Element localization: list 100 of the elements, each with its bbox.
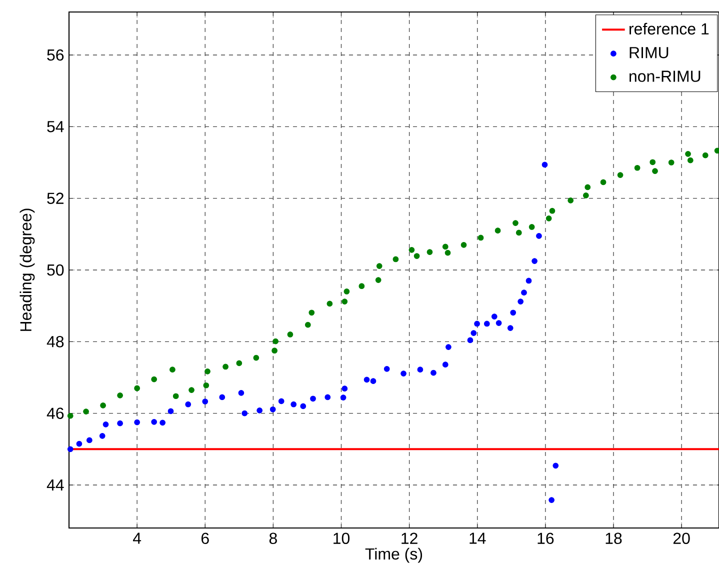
point	[290, 401, 297, 408]
point	[516, 230, 522, 236]
point	[326, 300, 333, 307]
point	[518, 298, 524, 304]
point	[528, 224, 535, 230]
point	[304, 322, 311, 328]
point	[310, 396, 316, 402]
point	[253, 354, 260, 361]
point	[324, 394, 331, 400]
point	[86, 437, 92, 444]
point	[496, 320, 502, 326]
point	[344, 288, 350, 294]
point	[444, 250, 451, 256]
y-axis-title: Heading (degree)	[20, 208, 35, 331]
x-tick-label: 6	[201, 532, 209, 544]
point	[278, 398, 284, 404]
point	[256, 408, 263, 414]
point	[270, 406, 276, 412]
point	[384, 366, 390, 372]
point	[168, 408, 174, 414]
x-axis-title: Time (s)	[365, 548, 422, 563]
point	[532, 258, 538, 264]
point	[507, 325, 514, 331]
point	[99, 432, 106, 439]
point	[236, 360, 242, 366]
point	[617, 172, 624, 178]
point	[582, 192, 589, 198]
point	[100, 402, 106, 408]
point	[238, 390, 244, 396]
x-tick-label: 18	[606, 532, 622, 544]
point	[526, 278, 532, 284]
point	[521, 290, 527, 296]
point	[650, 159, 656, 166]
point	[426, 249, 433, 256]
point	[446, 344, 452, 350]
point	[687, 157, 694, 164]
point	[512, 220, 518, 226]
y-tick-label: 48	[46, 336, 64, 348]
x-tick-label: 16	[538, 532, 554, 544]
point	[400, 370, 406, 376]
point	[470, 330, 477, 336]
point	[510, 310, 516, 316]
point	[340, 394, 346, 400]
point	[634, 164, 640, 171]
point	[204, 368, 210, 374]
point	[478, 234, 484, 241]
point	[185, 401, 192, 408]
x-tick-label: 8	[269, 532, 277, 544]
point	[151, 418, 158, 425]
point	[134, 385, 140, 392]
y-tick-label: 44	[46, 479, 64, 490]
point	[67, 412, 74, 419]
point	[430, 370, 436, 376]
point	[188, 387, 194, 393]
point	[702, 152, 708, 158]
point	[376, 263, 382, 269]
point	[134, 419, 140, 426]
y-tick-label: 50	[47, 264, 64, 276]
point	[668, 160, 674, 166]
point	[375, 277, 382, 283]
point	[287, 332, 294, 338]
y-tick-label: 54	[47, 121, 64, 132]
point	[300, 403, 306, 410]
y-tick-label: 46	[46, 408, 64, 419]
point	[117, 392, 123, 398]
point	[536, 233, 542, 239]
point	[652, 168, 658, 174]
point	[552, 462, 559, 469]
point	[370, 378, 376, 384]
point	[117, 420, 123, 426]
legend-label: non-RIMU	[630, 70, 700, 82]
y-tick-label: 56	[47, 49, 64, 61]
point	[219, 394, 226, 400]
y-tick-label: 52	[47, 192, 64, 204]
point	[414, 253, 420, 259]
point	[460, 242, 467, 248]
point	[170, 366, 176, 373]
x-tick-label: 4	[132, 532, 142, 544]
point	[584, 184, 591, 190]
x-tick-label: 12	[402, 532, 418, 544]
point	[491, 314, 498, 320]
point	[76, 440, 82, 447]
point	[172, 393, 179, 400]
point	[442, 244, 448, 250]
point	[203, 382, 210, 388]
point	[151, 376, 158, 382]
x-tick-label: 14	[470, 532, 486, 544]
point	[494, 228, 501, 234]
point	[568, 198, 574, 204]
x-tick-label: 10	[334, 532, 350, 544]
point	[342, 386, 348, 392]
point	[272, 338, 279, 344]
point	[83, 408, 89, 414]
point	[202, 398, 208, 404]
point	[308, 310, 315, 316]
point	[342, 298, 348, 304]
point	[549, 208, 556, 214]
point	[548, 497, 554, 503]
point	[600, 179, 606, 186]
point	[546, 215, 552, 222]
